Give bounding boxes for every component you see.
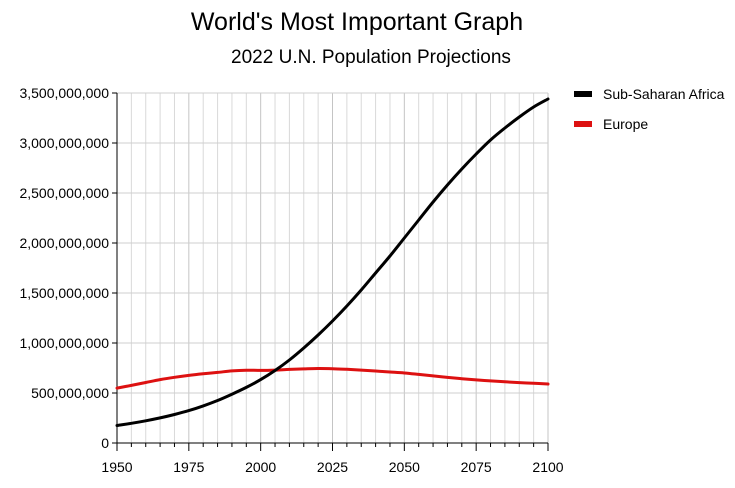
y-tick-label: 2,000,000,000 xyxy=(19,235,109,251)
legend-label-sub-saharan-africa: Sub-Saharan Africa xyxy=(603,86,725,102)
tick-labels: 0 500,000,000 1,000,000,000 1,500,000,000 2,… xyxy=(19,85,563,475)
chart-subtitle: 2022 U.N. Population Projections xyxy=(231,47,511,68)
x-tick-label: 1975 xyxy=(173,459,204,475)
y-tick-label: 0 xyxy=(101,435,109,451)
x-tick-label: 2025 xyxy=(317,459,348,475)
legend-swatch-europe xyxy=(574,121,592,127)
series-lines xyxy=(115,97,550,427)
axes xyxy=(112,92,549,451)
gridlines xyxy=(117,92,549,443)
y-tick-label: 1,000,000,000 xyxy=(19,335,109,351)
x-tick-label: 2050 xyxy=(389,459,420,475)
legend-label-europe: Europe xyxy=(603,116,648,132)
y-tick-label: 3,000,000,000 xyxy=(19,135,109,151)
legend-item-sub-saharan-africa: Sub-Saharan Africa xyxy=(574,86,725,102)
x-tick-label: 1950 xyxy=(101,459,132,475)
series-line-europe xyxy=(115,366,550,390)
chart-title: World's Most Important Graph xyxy=(191,8,523,36)
y-tick-label: 1,500,000,000 xyxy=(19,285,109,301)
series-line-sub-saharan-africa xyxy=(115,97,550,427)
y-tick-label: 3,500,000,000 xyxy=(19,85,109,101)
plot-area: 0 500,000,000 1,000,000,000 1,500,000,000 2,… xyxy=(19,85,563,475)
legend: Sub-Saharan Africa Europe xyxy=(574,86,725,132)
legend-item-europe: Europe xyxy=(574,116,648,132)
x-tick-label: 2100 xyxy=(532,459,563,475)
y-tick-label: 2,500,000,000 xyxy=(19,185,109,201)
x-tick-label: 2000 xyxy=(245,459,276,475)
legend-swatch-sub-saharan-africa xyxy=(574,91,592,97)
y-tick-label: 500,000,000 xyxy=(31,385,109,401)
x-tick-label: 2075 xyxy=(461,459,492,475)
